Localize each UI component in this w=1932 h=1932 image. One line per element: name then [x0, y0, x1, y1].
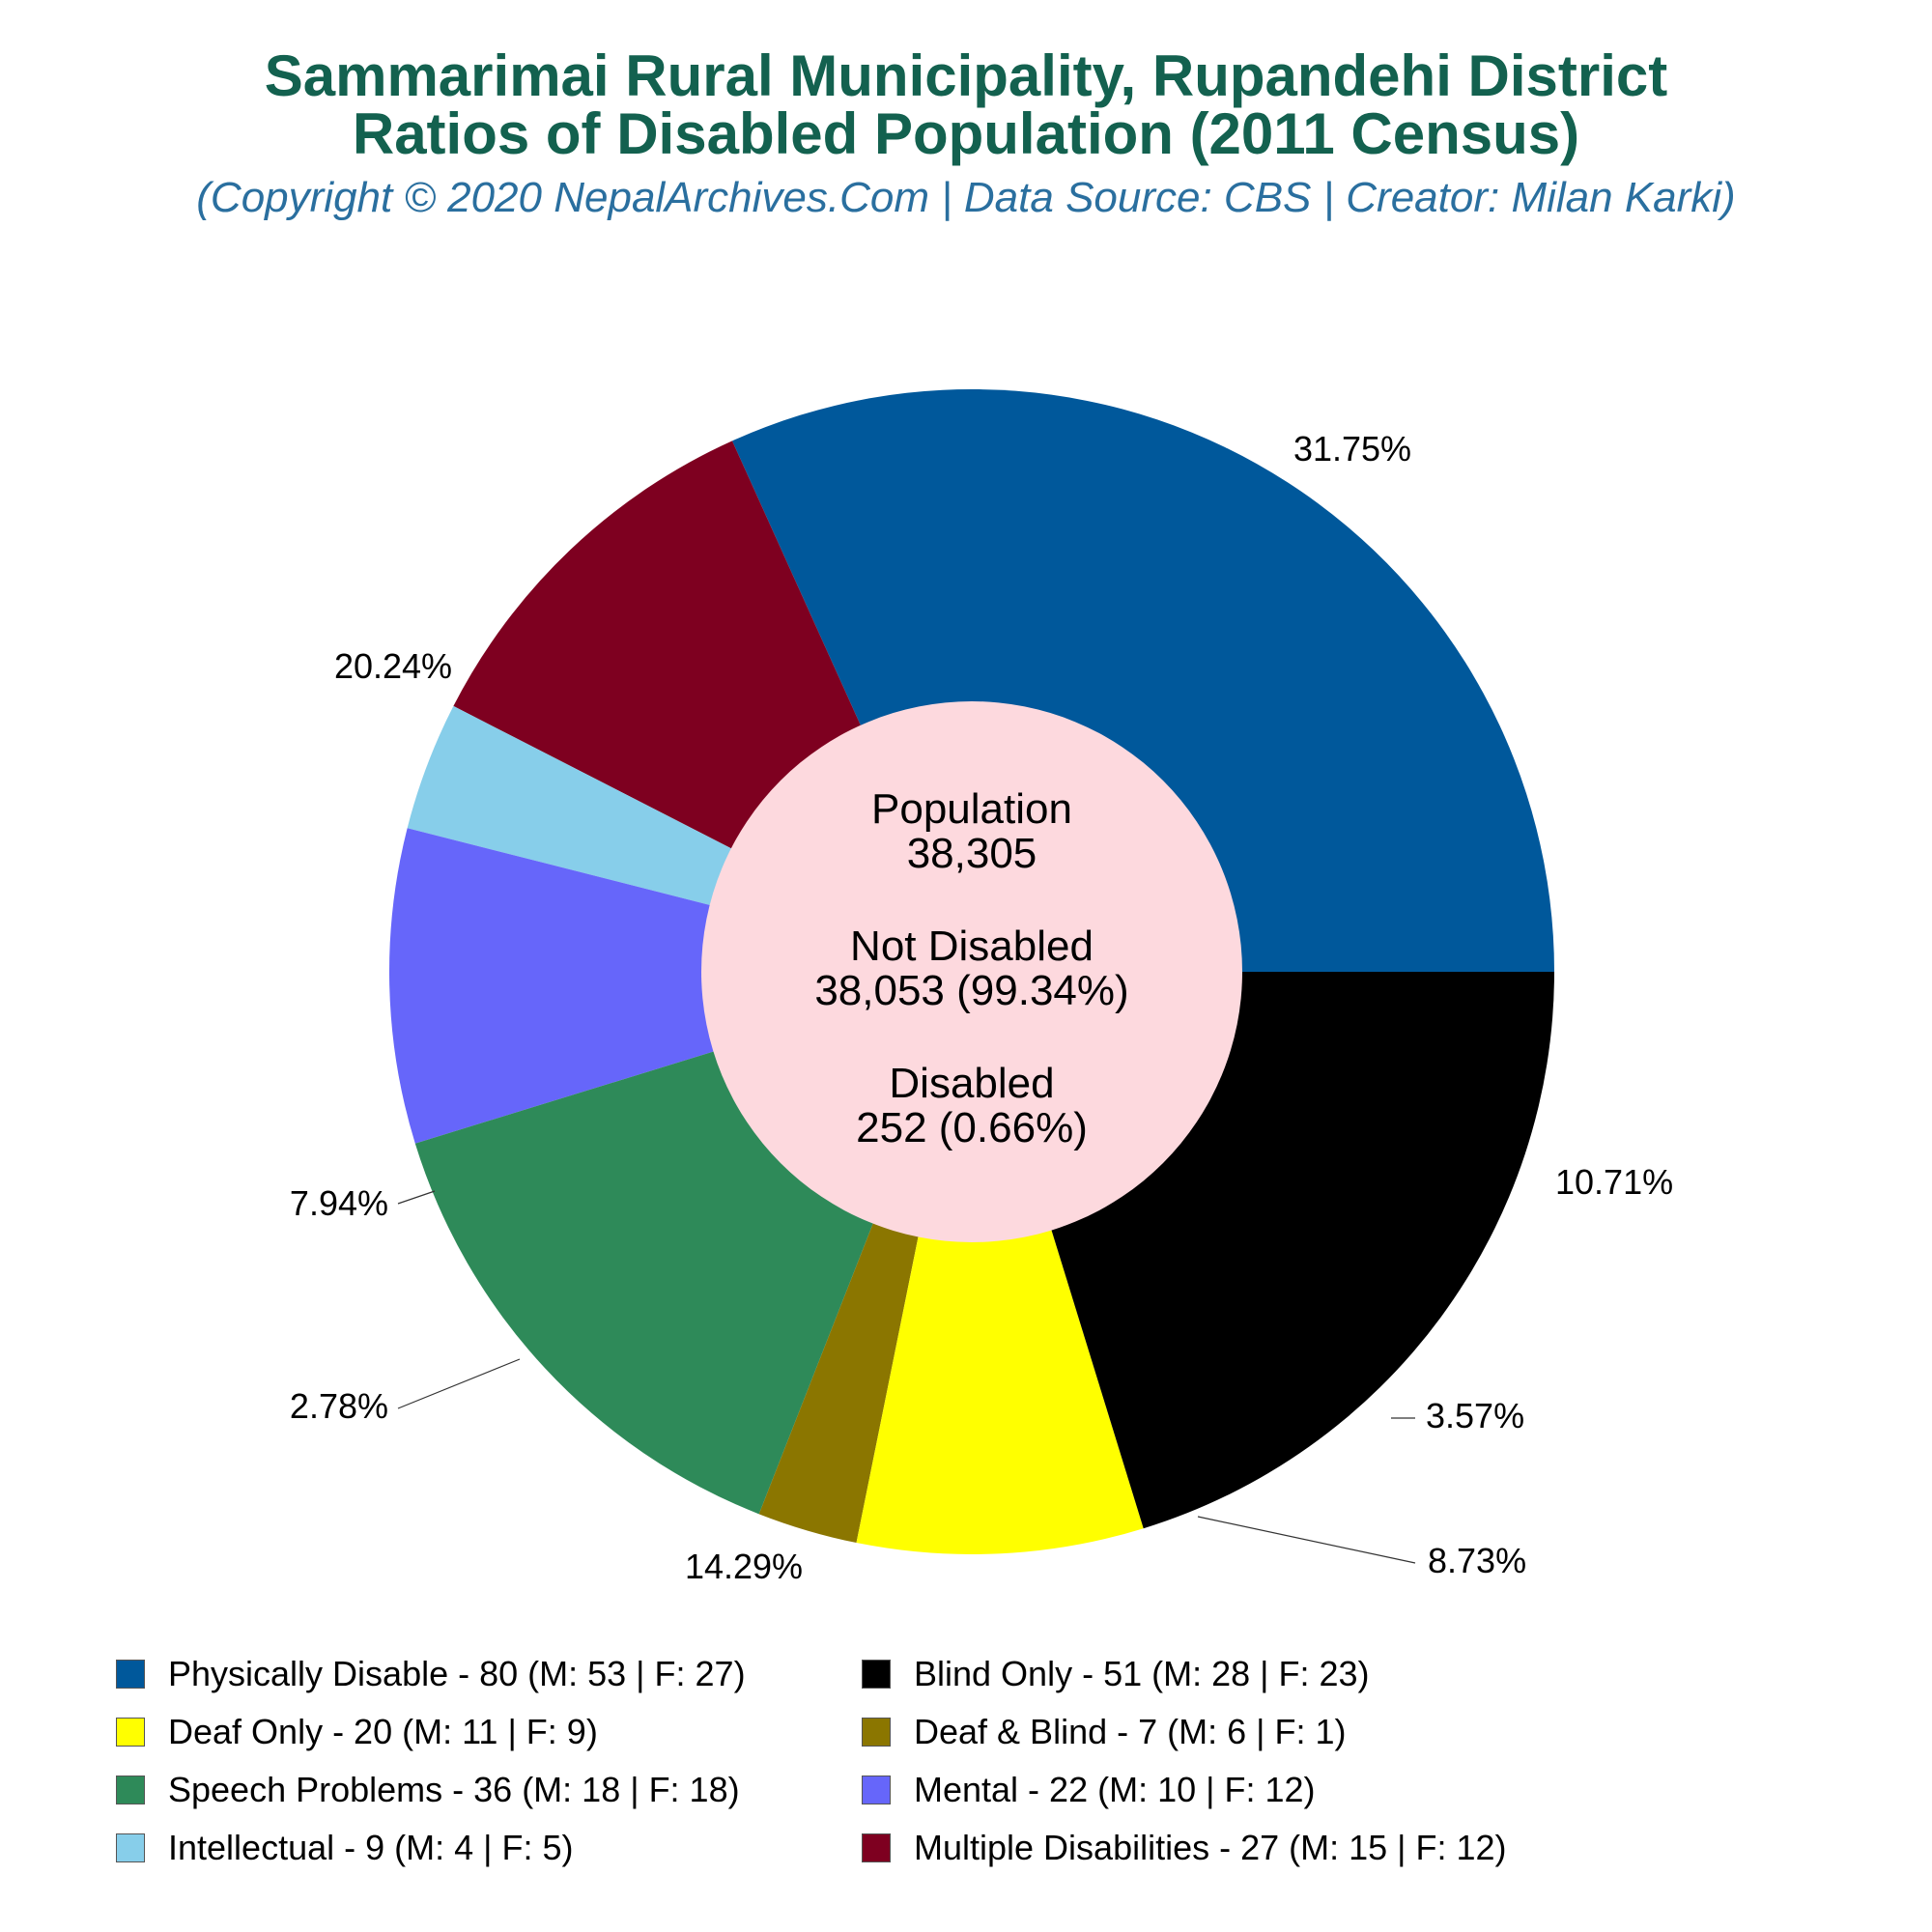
legend-item-multiple-disabilities: Multiple Disabilities - 27 (M: 15 | F: 1… [862, 1824, 1507, 1872]
center-not-disabled-label: Not Disabled [850, 923, 1094, 970]
legend-swatch [862, 1660, 891, 1689]
legend-item-intellectual: Intellectual - 9 (M: 4 | F: 5) [116, 1824, 573, 1872]
percent-label-intellectual: 3.57% [1426, 1396, 1524, 1435]
percent-label-multiple-disabilities: 10.71% [1555, 1162, 1673, 1202]
slice-deaf-only [856, 972, 1144, 1554]
legend-label: Multiple Disabilities - 27 (M: 15 | F: 1… [914, 1828, 1507, 1867]
percent-label-physically-disable: 31.75% [1293, 429, 1411, 469]
percent-label-deaf-only: 7.94% [290, 1183, 388, 1223]
center-circle [701, 701, 1242, 1242]
center-not-disabled-value: 38,053 (99.34%) [814, 967, 1128, 1014]
center-population-value: 38,305 [907, 830, 1037, 877]
legend-label: Physically Disable - 80 (M: 53 | F: 27) [168, 1654, 746, 1693]
leader-lines-group [397, 1190, 1416, 1564]
legend-label: Deaf Only - 20 (M: 11 | F: 9) [168, 1712, 598, 1751]
center-disabled-value: 252 (0.66%) [856, 1104, 1088, 1151]
legend-item-deaf-only: Deaf Only - 20 (M: 11 | F: 9) [116, 1708, 598, 1756]
percent-label-blind-only: 20.24% [334, 646, 452, 686]
legend-label: Intellectual - 9 (M: 4 | F: 5) [168, 1828, 574, 1867]
legend-item-physically-disable: Physically Disable - 80 (M: 53 | F: 27) [116, 1650, 746, 1698]
legend-item-deaf-blind: Deaf & Blind - 7 (M: 6 | F: 1) [862, 1708, 1347, 1756]
percent-label-deaf-blind: 2.78% [290, 1386, 388, 1426]
legend-item-mental: Mental - 22 (M: 10 | F: 12) [862, 1766, 1316, 1814]
legend-item-blind-only: Blind Only - 51 (M: 28 | F: 23) [862, 1650, 1370, 1698]
slice-mental [389, 828, 972, 1144]
chart-title-line1: Sammarimai Rural Municipality, Rupandehi… [264, 43, 1668, 108]
center-population-label: Population [871, 785, 1072, 833]
center-disabled-label: Disabled [889, 1060, 1054, 1107]
leader-line-deaf-only [397, 1190, 436, 1205]
legend-label: Mental - 22 (M: 10 | F: 12) [914, 1770, 1316, 1809]
legend-swatch [116, 1718, 145, 1747]
chart-title-line2: Ratios of Disabled Population (2011 Cens… [352, 101, 1580, 166]
chart-subtitle: (Copyright © 2020 NepalArchives.Com | Da… [196, 174, 1736, 221]
legend-swatch [116, 1776, 145, 1804]
leader-line-mental [1197, 1516, 1416, 1564]
legend-swatch [862, 1776, 891, 1804]
legend-label: Blind Only - 51 (M: 28 | F: 23) [914, 1654, 1370, 1693]
percent-labels-group: 31.75% 10.71% 3.57% 8.73% 14.29% 2.78% 7.94% 20… [290, 429, 1673, 1586]
legend-swatch [862, 1718, 891, 1747]
leader-line-deaf-blind [397, 1358, 521, 1409]
legend-swatch [862, 1833, 891, 1862]
percent-label-speech-problems: 14.29% [685, 1547, 803, 1586]
legend-swatch [116, 1833, 145, 1862]
legend-item-speech-problems: Speech Problems - 36 (M: 18 | F: 18) [116, 1766, 740, 1814]
legend-swatch [116, 1660, 145, 1689]
legend-label: Deaf & Blind - 7 (M: 6 | F: 1) [914, 1712, 1347, 1751]
legend-label: Speech Problems - 36 (M: 18 | F: 18) [168, 1770, 740, 1809]
percent-label-mental: 8.73% [1428, 1541, 1526, 1580]
